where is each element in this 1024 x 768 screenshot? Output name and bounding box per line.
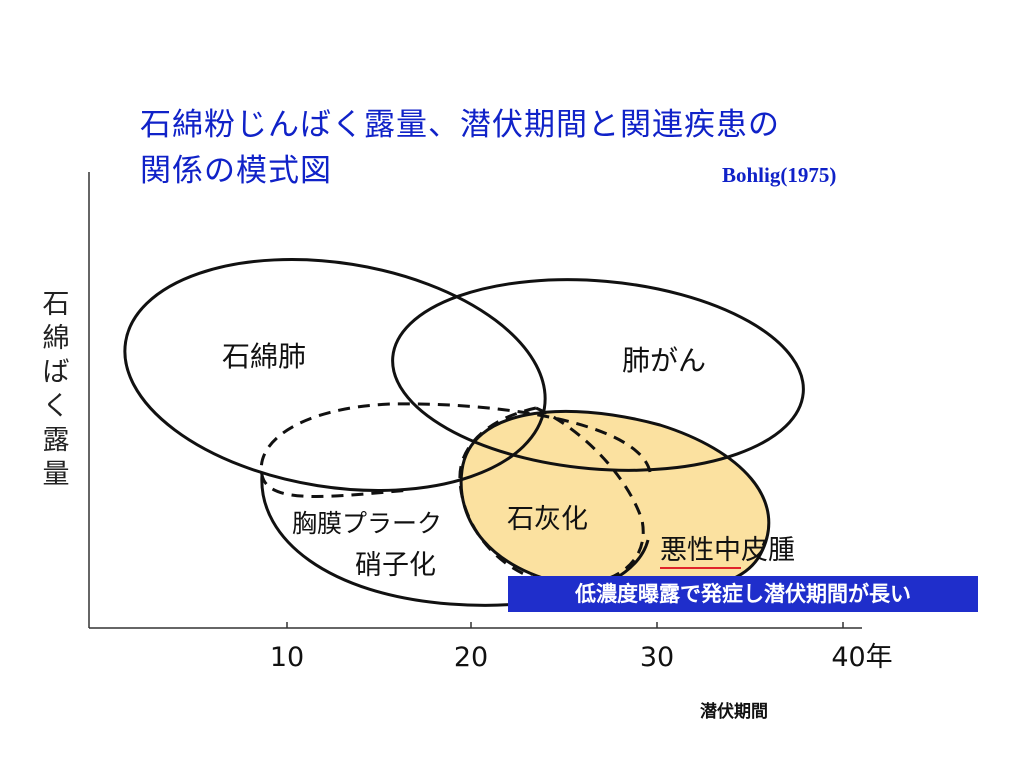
y-axis-label: 石綿ばく露量 xyxy=(42,289,70,490)
mesothelioma-region xyxy=(459,409,771,594)
pleural-plaque-label: 胸膜プラーク xyxy=(292,509,442,538)
lung-cancer-label: 肺がん xyxy=(622,344,706,377)
asbestosis-region xyxy=(123,258,547,492)
diagram-title: 石綿粉じんばく露量、潜伏期間と関連疾患の 関係の模式図 xyxy=(140,102,780,194)
x-tick-label-20: 20 xyxy=(454,642,488,673)
mesothelioma-label-underlined: 悪性中 xyxy=(660,535,741,569)
citation: Bohlig(1975) xyxy=(722,163,837,187)
pleural-plaque-dashed-region xyxy=(259,402,652,498)
lung-cancer-region xyxy=(391,278,805,472)
mesothelioma-label: 悪性中皮腫 xyxy=(660,528,795,569)
mesothelioma-label-rest: 皮腫 xyxy=(741,535,795,566)
x-tick-label-30: 30 xyxy=(640,642,674,673)
asbestosis-label: 石綿肺 xyxy=(222,340,306,373)
x-tick-label-10: 10 xyxy=(270,642,304,673)
calcification-label: 石灰化 xyxy=(507,504,588,535)
callout-box: 低濃度曝露で発症し潜伏期間が長い xyxy=(508,576,978,612)
x-tick-label-40: 40年 xyxy=(831,642,892,673)
hyalinization-label: 硝子化 xyxy=(355,550,436,581)
title-line-1: 石綿粉じんばく露量、潜伏期間と関連疾患の xyxy=(140,107,780,143)
x-axis-title: 潜伏期間 xyxy=(700,702,768,722)
title-line-2: 関係の模式図 xyxy=(140,153,332,189)
